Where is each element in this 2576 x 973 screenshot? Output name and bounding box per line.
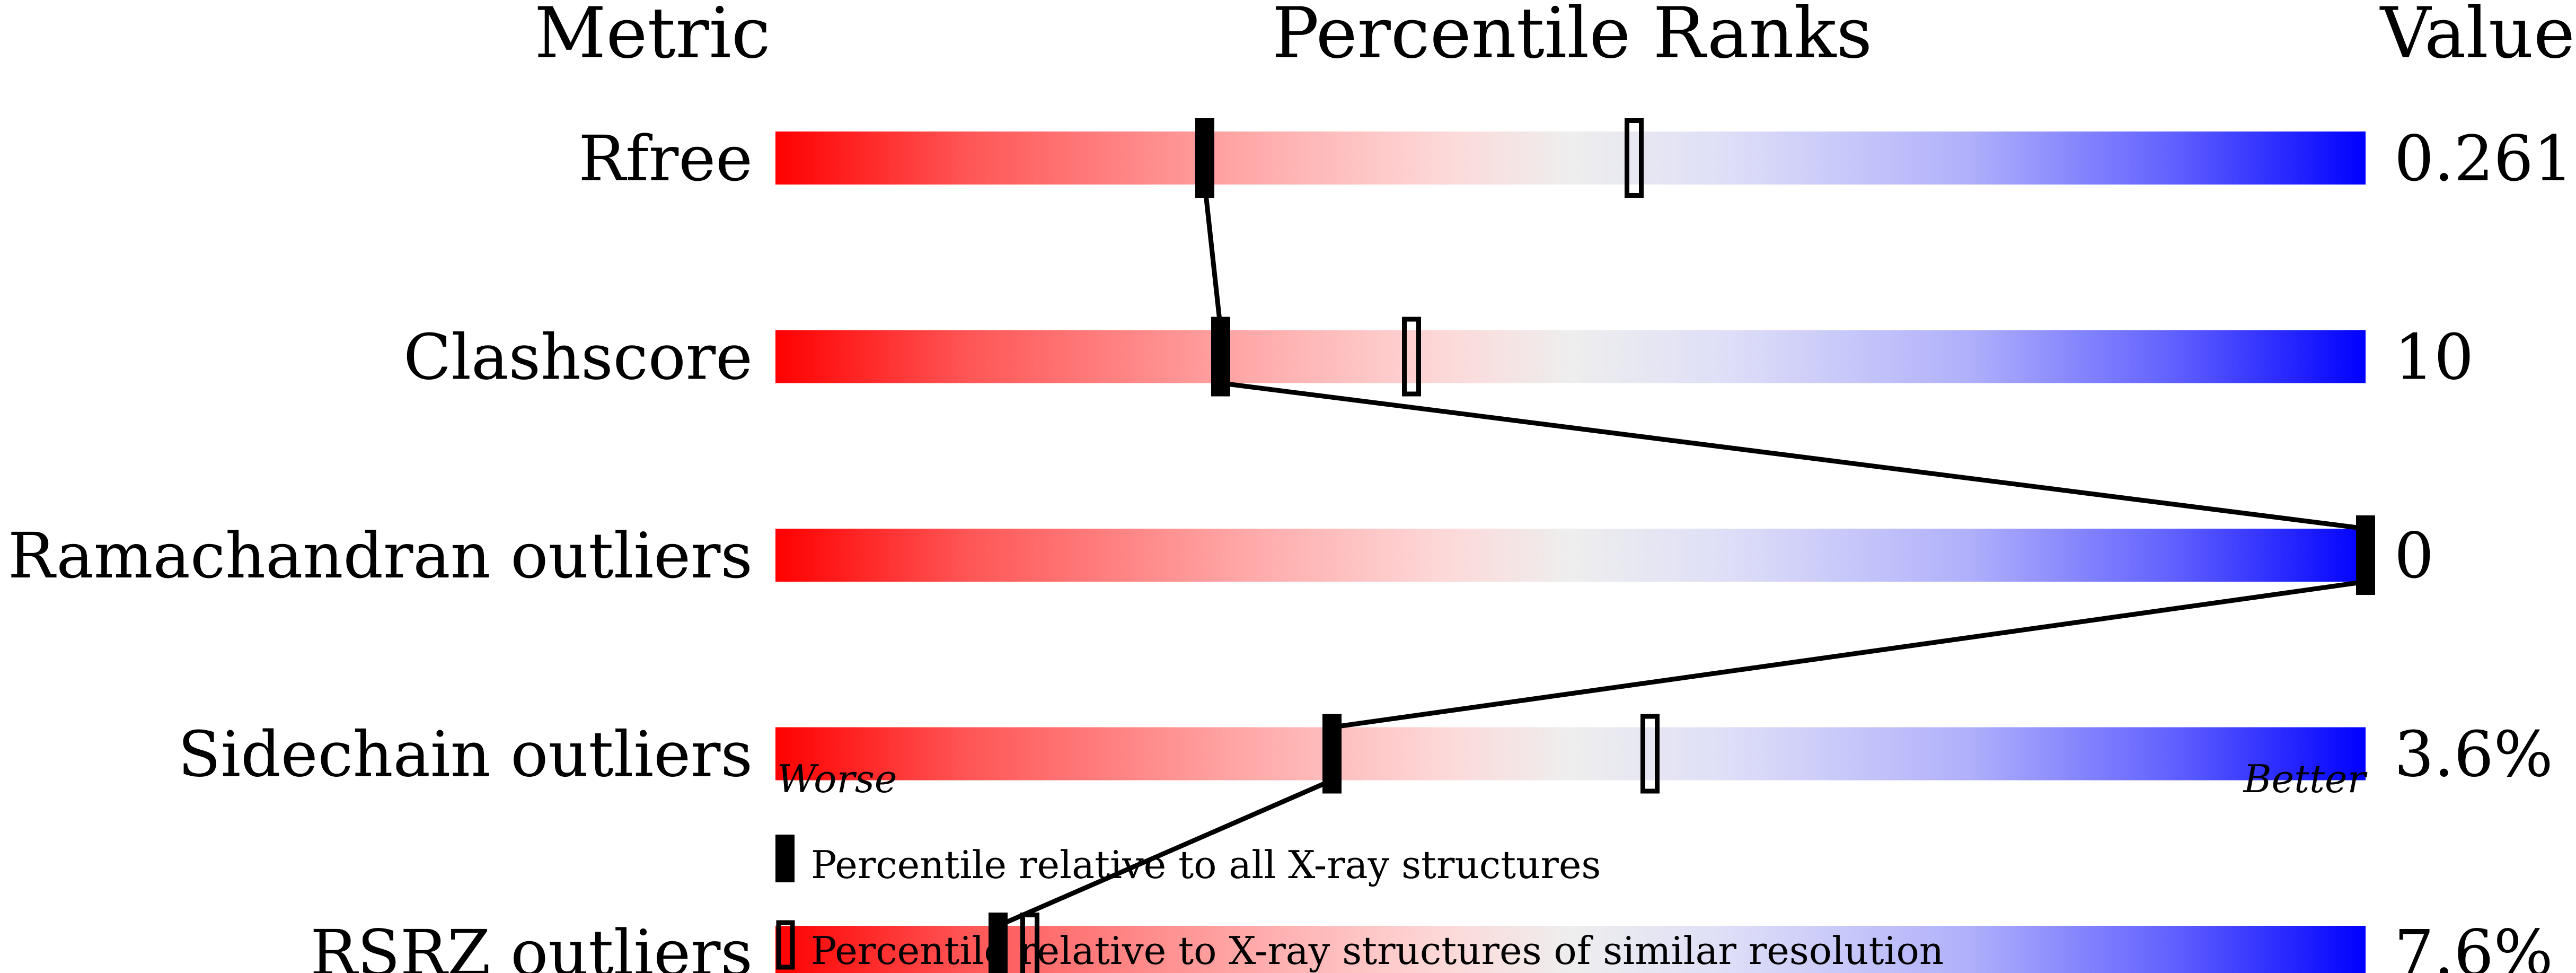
header-percentile-ranks: Percentile Ranks	[1272, 0, 1873, 74]
metric-value: 0	[2394, 519, 2434, 592]
all-structures-percentile-marker	[2356, 515, 2375, 595]
all-structures-percentile-marker	[1211, 317, 1230, 397]
similar-resolution-percentile-marker	[1020, 913, 1039, 973]
metric-value: 10	[2394, 321, 2474, 394]
metric-value: 7.6%	[2394, 916, 2553, 973]
legend-open-marker-icon	[776, 920, 795, 970]
header-metric: Metric	[534, 0, 771, 74]
percentile-connector-line	[997, 778, 1333, 928]
header-value: Value	[2379, 0, 2575, 74]
similar-resolution-percentile-marker	[1625, 118, 1644, 198]
metric-label: Sidechain outliers	[178, 718, 753, 791]
metric-row: Ramachandran outliers 0	[8, 519, 2434, 592]
metric-label: RSRZ outliers	[310, 916, 753, 973]
similar-resolution-percentile-marker	[1640, 714, 1660, 794]
legend-filled-marker-icon	[775, 835, 795, 882]
all-structures-percentile-marker	[1322, 714, 1342, 794]
percentile-gradient-bar	[775, 132, 2366, 185]
percentile-connector-line	[1220, 381, 2366, 531]
percentile-gradient-bar	[775, 330, 2366, 383]
metric-row: RSRZ outliers 7.6%	[310, 916, 2553, 973]
metric-row: Clashscore 10	[403, 321, 2474, 394]
legend-similar-label: Percentile relative to X-ray structures …	[811, 928, 1944, 973]
metric-label: Ramachandran outliers	[8, 519, 753, 592]
legend-all-label: Percentile relative to all X-ray structu…	[811, 843, 1601, 887]
all-structures-percentile-marker	[989, 913, 1008, 973]
all-structures-percentile-marker	[1195, 118, 1214, 198]
axis-worse-label: Worse	[777, 757, 897, 801]
metric-row: Rfree 0.261	[578, 122, 2573, 195]
percentile-connector-line	[1331, 579, 2366, 730]
percentile-gradient-bar	[775, 529, 2366, 582]
metric-label: Clashscore	[403, 321, 753, 394]
metric-value: 0.261	[2394, 122, 2573, 195]
similar-resolution-percentile-marker	[1402, 317, 1421, 397]
percentile-connector-line	[1202, 184, 1223, 330]
metric-row: Sidechain outliers 3.6%	[178, 718, 2553, 791]
percentile-gradient-bar	[775, 926, 2366, 973]
axis-better-label: Better	[2243, 757, 2368, 801]
metric-label: Rfree	[578, 122, 753, 195]
metric-value: 3.6%	[2394, 718, 2553, 791]
percentile-gradient-bar	[775, 727, 2366, 781]
